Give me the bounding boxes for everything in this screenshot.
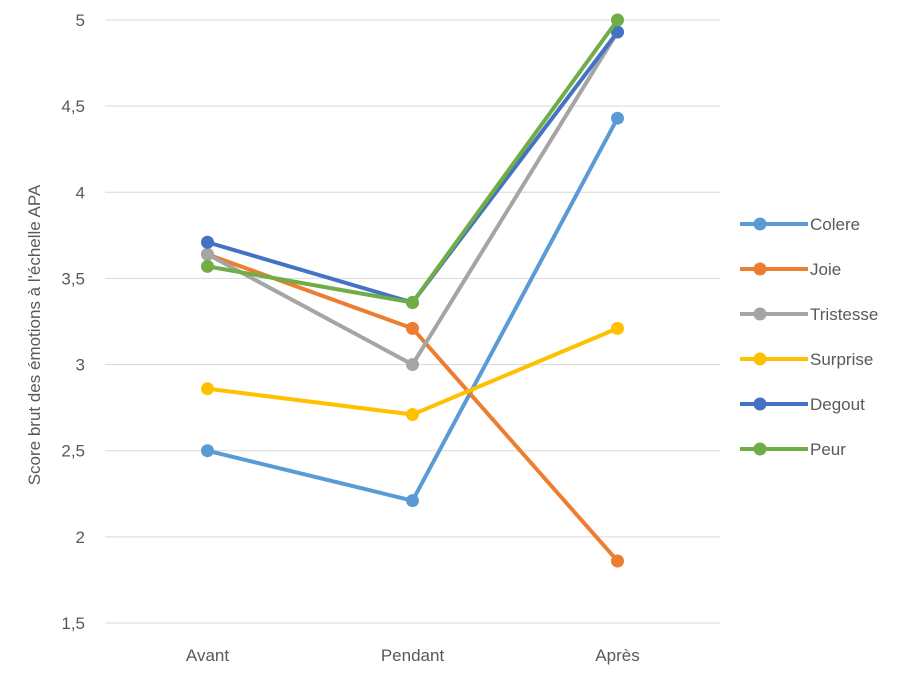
legend-swatch-marker: [753, 352, 767, 366]
series-degout: [201, 25, 624, 310]
data-point: [201, 235, 214, 249]
data-point: [611, 13, 624, 27]
legend-item: Tristesse: [740, 305, 878, 324]
x-axis-ticks: Avant Pendant Après: [186, 646, 640, 665]
data-point: [201, 444, 214, 458]
legend-item: Surprise: [740, 350, 873, 369]
data-point: [406, 321, 419, 335]
data-point: [406, 494, 419, 508]
legend-swatch-marker: [753, 442, 767, 456]
series-line: [205, 30, 620, 367]
series-peur: [201, 13, 624, 310]
y-tick-label: 3: [76, 356, 85, 375]
y-axis-ticks: 1,5 2 2,5 3 3,5 4 4,5 5: [61, 11, 85, 633]
legend-item: Degout: [740, 395, 865, 414]
y-tick-label: 2,5: [61, 442, 85, 461]
y-tick-label: 2: [76, 528, 85, 547]
series-line: [205, 116, 620, 503]
series-colere: [201, 111, 624, 508]
x-tick-label: Après: [595, 646, 639, 665]
legend-swatch-marker: [753, 262, 767, 276]
legend-label: Colere: [810, 215, 860, 234]
legend-swatch-marker: [753, 217, 767, 231]
data-point: [201, 259, 214, 273]
x-tick-label: Pendant: [381, 646, 445, 665]
gridlines: [105, 19, 720, 624]
legend-label: Tristesse: [810, 305, 878, 324]
data-point: [201, 382, 214, 396]
data-point: [611, 321, 624, 335]
legend-swatch-marker: [753, 397, 767, 411]
legend-item: Peur: [740, 440, 846, 459]
y-tick-label: 5: [76, 11, 85, 30]
legend-item: Colere: [740, 215, 860, 234]
legend-label: Joie: [810, 260, 841, 279]
legend-swatch-marker: [753, 307, 767, 321]
x-tick-label: Avant: [186, 646, 229, 665]
y-tick-label: 4: [76, 183, 85, 202]
data-point: [406, 358, 419, 372]
y-tick-label: 4,5: [61, 97, 85, 116]
data-point: [611, 25, 624, 39]
legend-item: Joie: [740, 260, 841, 279]
series-joie: [201, 247, 624, 568]
data-point: [611, 554, 624, 568]
legend-label: Degout: [810, 395, 865, 414]
series-surprise: [201, 321, 624, 422]
data-point: [406, 296, 419, 310]
series-lines: [201, 13, 624, 568]
y-tick-label: 3,5: [61, 269, 85, 288]
series-line: [205, 326, 620, 417]
data-point: [406, 408, 419, 422]
legend-label: Peur: [810, 440, 846, 459]
y-axis-title: Score brut des émotions à l'échelle APA: [25, 184, 44, 485]
data-point: [201, 247, 214, 261]
series-tristesse: [201, 25, 624, 372]
series-line: [205, 30, 620, 305]
legend: Colere Joie Tristesse Surprise Degout Peur: [740, 215, 878, 459]
y-tick-label: 1,5: [61, 614, 85, 633]
legend-label: Surprise: [810, 350, 873, 369]
data-point: [611, 111, 624, 125]
